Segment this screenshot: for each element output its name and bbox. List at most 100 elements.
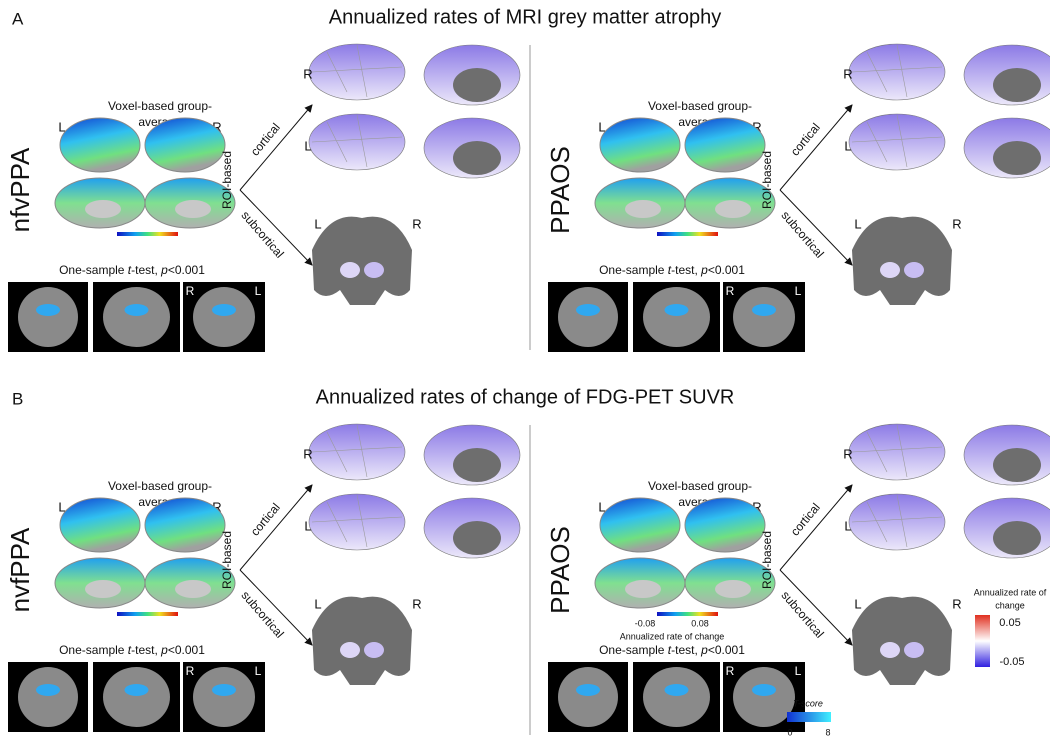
panel-title: Annualized rates of change of FDG-PET SU… bbox=[316, 386, 735, 408]
parcel-lines bbox=[311, 114, 403, 168]
side-label: R bbox=[212, 499, 221, 514]
coronal-slice bbox=[312, 596, 412, 685]
arrow bbox=[239, 189, 313, 266]
mri-head bbox=[103, 287, 170, 347]
side-label: L bbox=[58, 499, 65, 514]
medial-core bbox=[715, 580, 751, 598]
medial-core bbox=[85, 200, 121, 218]
roi-lateral bbox=[848, 43, 946, 101]
branch-label: cortical bbox=[248, 500, 283, 538]
mri-activation bbox=[752, 304, 776, 316]
side-label: R bbox=[752, 499, 761, 514]
branch-label: cortical bbox=[788, 120, 823, 158]
side-label: L bbox=[314, 596, 321, 611]
parcel-lines bbox=[851, 494, 943, 548]
medial-core bbox=[715, 200, 751, 218]
arrow bbox=[239, 104, 313, 191]
parcel-lines bbox=[851, 424, 943, 478]
caption-part: <0.001 bbox=[168, 643, 205, 657]
parcel-lines bbox=[311, 424, 403, 478]
side-label: R bbox=[952, 596, 961, 611]
side-label: R bbox=[186, 664, 195, 678]
caption-part: t bbox=[668, 643, 672, 657]
legend-tick: 8 bbox=[825, 727, 830, 737]
side-label: L bbox=[854, 596, 861, 611]
side-label: L bbox=[255, 284, 262, 298]
side-label: R bbox=[412, 596, 421, 611]
caption-part: <0.001 bbox=[168, 263, 205, 277]
roi-label: ROI-based bbox=[220, 531, 234, 589]
roi-lateral bbox=[308, 423, 406, 481]
subcortical-roi bbox=[340, 262, 360, 278]
voxel-title: Voxel-based group- bbox=[648, 99, 752, 113]
mri-head bbox=[193, 667, 255, 727]
subcortical-roi bbox=[364, 262, 384, 278]
lateral-brain bbox=[59, 117, 141, 173]
voxel-title: Voxel-based group- bbox=[648, 479, 752, 493]
test-caption: One-sample t-test, p<0.001 bbox=[599, 263, 745, 277]
voxel-colorbar bbox=[657, 612, 718, 616]
coronal-slice bbox=[852, 216, 952, 305]
caption-part: -test, bbox=[671, 643, 701, 657]
caption-part: t bbox=[128, 263, 132, 277]
coronal-slice bbox=[312, 216, 412, 305]
mri-activation bbox=[576, 304, 600, 316]
subcortical-roi bbox=[880, 262, 900, 278]
voxel-colorbar bbox=[657, 232, 718, 236]
arrow bbox=[239, 569, 313, 646]
mri-head bbox=[643, 667, 710, 727]
side-label: R bbox=[726, 664, 735, 678]
medial-core bbox=[85, 580, 121, 598]
parcel-lines bbox=[851, 114, 943, 168]
mri-head bbox=[193, 287, 255, 347]
medial-gray bbox=[993, 68, 1041, 102]
lateral-brain bbox=[144, 117, 226, 173]
side-label: L bbox=[844, 138, 851, 153]
side-label: L bbox=[598, 119, 605, 134]
coronal-slice bbox=[852, 596, 952, 685]
group-name: nfvPPA bbox=[5, 147, 35, 232]
mri-activation bbox=[36, 304, 60, 316]
side-label: L bbox=[795, 664, 802, 678]
panel-label: B bbox=[12, 389, 23, 408]
mri-head bbox=[643, 287, 710, 347]
caption-part: p bbox=[160, 643, 168, 657]
medial-gray bbox=[453, 141, 501, 175]
legend-tick: 0 bbox=[787, 727, 792, 737]
mri-activation bbox=[664, 684, 689, 696]
side-label: R bbox=[303, 446, 312, 461]
lateral-brain bbox=[684, 497, 766, 553]
caption-part: One-sample bbox=[599, 263, 668, 277]
caption-part: <0.001 bbox=[708, 263, 745, 277]
side-label: L bbox=[58, 119, 65, 134]
subcortical-roi bbox=[904, 642, 924, 658]
roi-colorbar bbox=[975, 615, 990, 667]
side-label: R bbox=[843, 446, 852, 461]
branch-label: cortical bbox=[248, 120, 283, 158]
side-label: R bbox=[843, 66, 852, 81]
medial-gray bbox=[993, 448, 1041, 482]
medial-gray bbox=[993, 521, 1041, 555]
subcortical-roi bbox=[340, 642, 360, 658]
mri-head bbox=[733, 667, 795, 727]
mri-head bbox=[733, 287, 795, 347]
side-label: L bbox=[304, 518, 311, 533]
lateral-brain bbox=[59, 497, 141, 553]
voxel-colorbar bbox=[117, 612, 178, 616]
parcel-lines bbox=[851, 44, 943, 98]
group-name: PPAOS bbox=[545, 526, 575, 614]
legend-title: change bbox=[995, 600, 1025, 610]
roi-lateral bbox=[308, 113, 406, 171]
roi-lateral bbox=[308, 493, 406, 551]
side-label: R bbox=[412, 216, 421, 231]
medial-gray bbox=[453, 68, 501, 102]
arrow bbox=[779, 484, 853, 571]
voxel-title: Voxel-based group- bbox=[108, 479, 212, 493]
lateral-brain bbox=[144, 497, 226, 553]
colorbar-tick: -0.08 bbox=[635, 618, 656, 628]
caption-part: p bbox=[700, 643, 708, 657]
mri-head bbox=[558, 667, 618, 727]
caption-part: <0.001 bbox=[708, 643, 745, 657]
mri-activation bbox=[664, 304, 689, 316]
mri-activation bbox=[752, 684, 776, 696]
